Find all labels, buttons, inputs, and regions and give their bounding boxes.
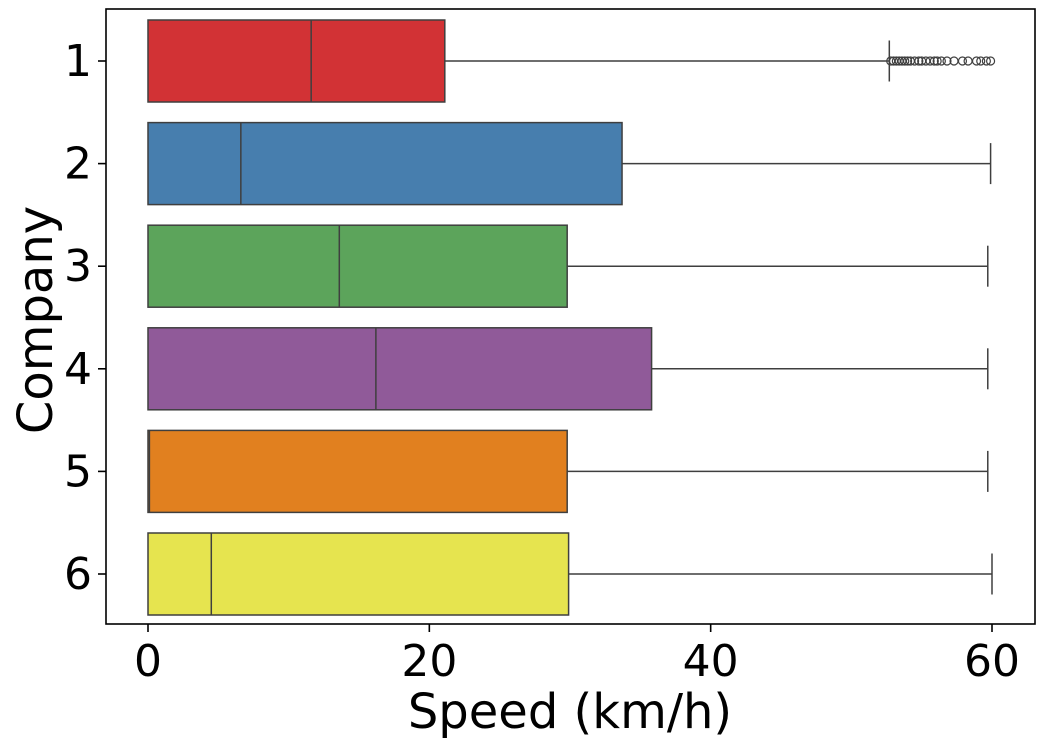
x-tick-label: 60 [964, 636, 1020, 687]
box-company-3 [147, 224, 989, 308]
box-company-6 [147, 532, 993, 616]
outlier-point [971, 56, 982, 66]
boxes-layer [147, 19, 996, 616]
y-tick-label: 3 [64, 241, 92, 292]
outlier-point [902, 56, 913, 66]
plot-area-frame [105, 8, 1036, 625]
outlier-point [936, 56, 946, 66]
iqr-box [147, 327, 653, 411]
box-company-5 [147, 429, 989, 514]
x-axis-ticks: 0 20 40 60 [134, 624, 1020, 687]
box-company-1 [147, 19, 996, 103]
outlier-point [910, 56, 920, 66]
outlier-point [942, 56, 952, 66]
x-axis-label: Speed (km/h) [408, 684, 732, 740]
outlier-point [985, 56, 996, 66]
x-tick-label: 20 [401, 636, 457, 687]
iqr-box [147, 19, 446, 103]
outlier-point [900, 56, 910, 66]
outlier-point [929, 56, 939, 66]
y-tick-label: 6 [64, 549, 92, 600]
outlier-point [976, 56, 986, 66]
y-tick-label: 4 [64, 344, 92, 395]
outlier-point [914, 56, 924, 66]
box-company-4 [147, 327, 989, 411]
iqr-box [147, 532, 570, 616]
y-tick-label: 1 [64, 36, 92, 87]
x-tick-label: 40 [683, 636, 739, 687]
iqr-box [147, 121, 623, 206]
y-axis-ticks: 1 2 3 4 5 6 [64, 36, 106, 600]
iqr-box [147, 429, 568, 514]
outlier-point [932, 56, 942, 66]
iqr-box [147, 224, 568, 308]
y-tick-label: 2 [64, 139, 92, 190]
outlier-point [957, 56, 968, 66]
outlier-point [981, 56, 991, 66]
y-axis-label: Company [8, 206, 64, 434]
outlier-point [925, 56, 935, 66]
y-tick-label: 5 [64, 446, 92, 497]
x-tick-label: 0 [134, 636, 162, 687]
box-company-2 [147, 121, 992, 206]
